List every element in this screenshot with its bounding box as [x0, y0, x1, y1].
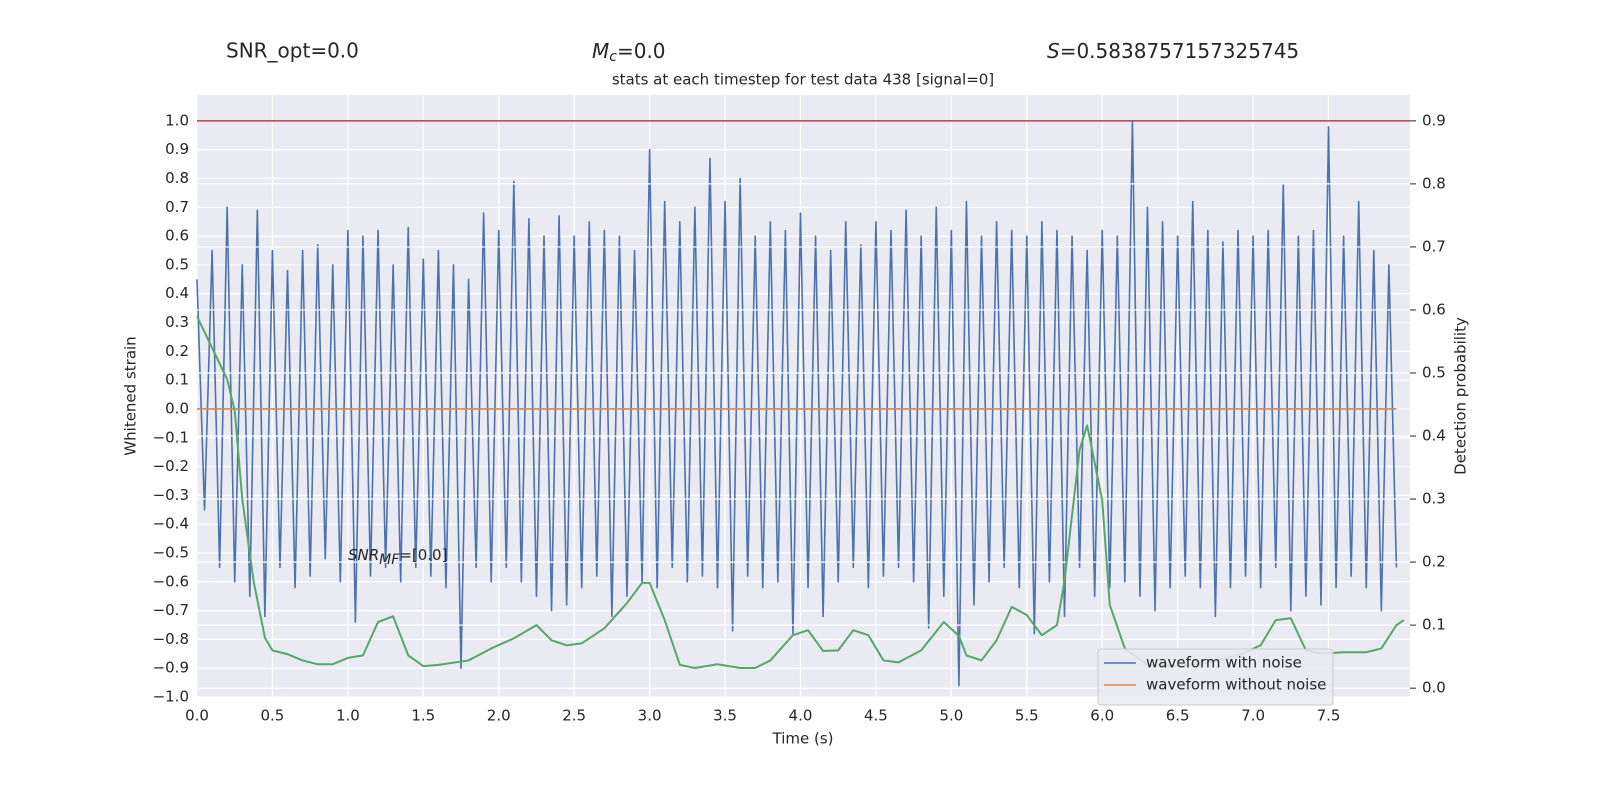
y-tick-label: 0.3 — [165, 313, 189, 331]
header-mc-value: =0.0 — [617, 39, 666, 63]
x-tick-label: 6.0 — [1090, 707, 1114, 725]
x-tick-label: 0.5 — [261, 707, 285, 725]
series-line — [196, 120, 1398, 687]
y2-tick-label: 0.4 — [1422, 427, 1446, 445]
x-tick-label: 4.0 — [789, 707, 813, 725]
x-tick-label: 6.5 — [1166, 707, 1190, 725]
annotation-value: =[0.0] — [399, 546, 447, 564]
y2-tick-label: 0.8 — [1422, 174, 1446, 192]
x-tick-label: 7.5 — [1317, 707, 1341, 725]
y2-tick-label: 0.9 — [1422, 111, 1446, 129]
annotation-symbol: SNR — [348, 546, 379, 564]
header-s: S=0.5838757157325745 — [1047, 39, 1299, 63]
x-tick-label: 7.0 — [1241, 707, 1265, 725]
y2-axis-label: Detection probability — [1452, 317, 1470, 475]
y-tick-label: −0.3 — [153, 486, 189, 504]
x-tick-label: 3.0 — [638, 707, 662, 725]
x-axis-label: Time (s) — [772, 730, 834, 748]
y-tick-label: 0.0 — [165, 399, 189, 417]
y-tick-label: −0.9 — [153, 659, 189, 677]
x-tick-label: 1.0 — [336, 707, 360, 725]
header-s-value: =0.5838757157325745 — [1060, 39, 1299, 63]
y-tick-label: −0.1 — [153, 428, 189, 446]
legend-label: waveform without noise — [1146, 676, 1326, 694]
x-tick-label: 1.5 — [411, 707, 435, 725]
chart-title: stats at each timestep for test data 438… — [612, 71, 994, 89]
y2-tick-label: 0.1 — [1422, 616, 1446, 634]
chart-layer — [196, 95, 1410, 698]
y-tick-label: −0.6 — [153, 572, 189, 590]
y-tick-label: −0.7 — [153, 601, 189, 619]
legend-box — [1097, 648, 1334, 706]
header-snr-opt: SNR_opt=0.0 — [226, 39, 359, 63]
y-tick-label: 0.1 — [165, 371, 189, 389]
y2-tick-label: 0.0 — [1422, 679, 1446, 697]
y-tick-label: −0.2 — [153, 457, 189, 475]
y-tick-label: 0.9 — [165, 140, 189, 158]
x-tick-label: 5.5 — [1015, 707, 1039, 725]
y-tick-label: −0.8 — [153, 630, 189, 648]
legend-label: waveform with noise — [1146, 654, 1302, 672]
y-tick-label: −0.5 — [153, 543, 189, 561]
y-tick-label: 0.4 — [165, 284, 189, 302]
y2-tick-label: 0.3 — [1422, 490, 1446, 508]
y-tick-label: 0.8 — [165, 169, 189, 187]
header-mc-subscript: c — [609, 49, 617, 65]
y-tick-label: −1.0 — [153, 688, 189, 706]
header-s-symbol: S — [1047, 39, 1060, 63]
annotation-subscript: MF — [379, 552, 400, 568]
y2-tick-label: 0.7 — [1422, 237, 1446, 255]
y-tick-label: 0.2 — [165, 342, 189, 360]
y-tick-label: 0.6 — [165, 227, 189, 245]
y-axis-label: Whitened strain — [122, 336, 140, 455]
y-tick-label: 1.0 — [165, 111, 189, 129]
annotation: SNRMF=[0.0] — [348, 546, 447, 569]
y-tick-label: 0.7 — [165, 198, 189, 216]
y-tick-label: 0.5 — [165, 255, 189, 273]
x-tick-label: 0.0 — [185, 707, 209, 725]
y2-tick-label: 0.5 — [1422, 363, 1446, 381]
y2-tick-label: 0.6 — [1422, 300, 1446, 318]
x-tick-label: 5.0 — [939, 707, 963, 725]
header-mc-symbol: M — [592, 39, 609, 63]
x-tick-label: 4.5 — [864, 707, 888, 725]
header-mc: Mc=0.0 — [592, 39, 666, 66]
y-tick-label: −0.4 — [153, 515, 189, 533]
x-tick-label: 2.5 — [562, 707, 586, 725]
y2-tick-label: 0.2 — [1422, 553, 1446, 571]
x-tick-label: 3.5 — [713, 707, 737, 725]
x-tick-label: 2.0 — [487, 707, 511, 725]
